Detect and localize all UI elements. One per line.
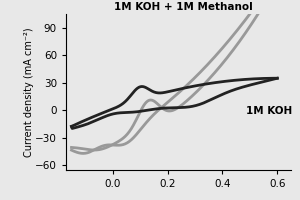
Text: 1M KOH: 1M KOH bbox=[246, 106, 292, 116]
Y-axis label: Current density (mA cm⁻²): Current density (mA cm⁻²) bbox=[24, 27, 34, 157]
Text: 1M KOH + 1M Methanol: 1M KOH + 1M Methanol bbox=[114, 2, 252, 12]
